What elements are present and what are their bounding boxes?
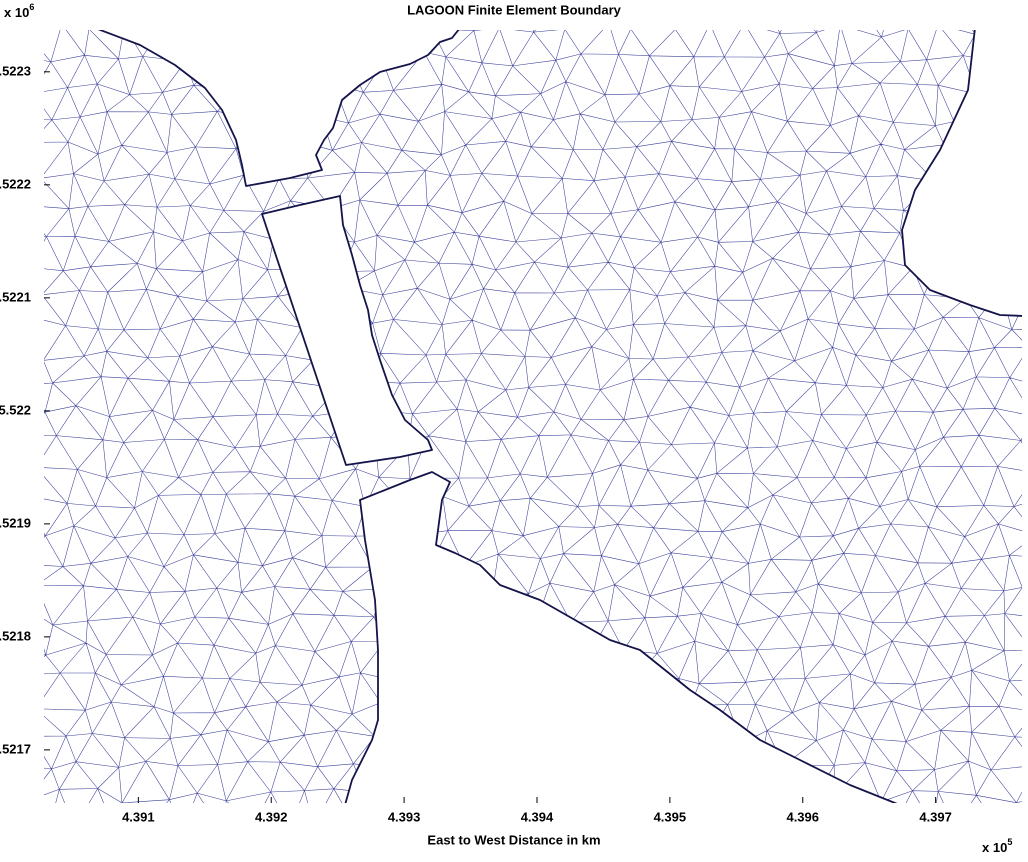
x-tick-label: 4.397 xyxy=(919,809,952,824)
chart-title: LAGOON Finite Element Boundary xyxy=(407,2,622,17)
x-tick-label: 4.396 xyxy=(786,809,819,824)
x-multiplier-exp: 5 xyxy=(1007,837,1012,847)
x-tick-label: 4.393 xyxy=(388,809,421,824)
y-tick-label: 5.5222 xyxy=(0,176,31,191)
y-multiplier-base: x 10 xyxy=(4,5,29,20)
y-tick-label: 5.522 xyxy=(0,402,31,417)
y-tick-label: 5.5221 xyxy=(0,289,31,304)
land-island xyxy=(262,196,432,465)
land-south xyxy=(345,472,900,805)
x-tick-label: 4.392 xyxy=(255,809,288,824)
x-tick-label: 4.394 xyxy=(521,809,554,824)
y-multiplier-exp: 6 xyxy=(29,2,34,12)
land-east xyxy=(902,28,1024,316)
x-tick-label: 4.391 xyxy=(122,809,155,824)
x-axis-label: East to West Distance in km xyxy=(427,832,600,847)
land-north xyxy=(95,28,460,186)
y-tick-label: 5.5217 xyxy=(0,741,31,756)
chart: LAGOON Finite Element Boundary East to W… xyxy=(0,0,1028,862)
y-tick-label: 5.5218 xyxy=(0,628,31,643)
x-multiplier: x 105 xyxy=(982,837,1012,855)
x-tick-label: 4.395 xyxy=(654,809,687,824)
y-tick-label: 5.5223 xyxy=(0,63,31,78)
y-tick-label: 5.5219 xyxy=(0,515,31,530)
boundaries xyxy=(95,28,1024,805)
x-multiplier-base: x 10 xyxy=(982,840,1007,855)
y-multiplier: x 106 xyxy=(4,2,34,20)
